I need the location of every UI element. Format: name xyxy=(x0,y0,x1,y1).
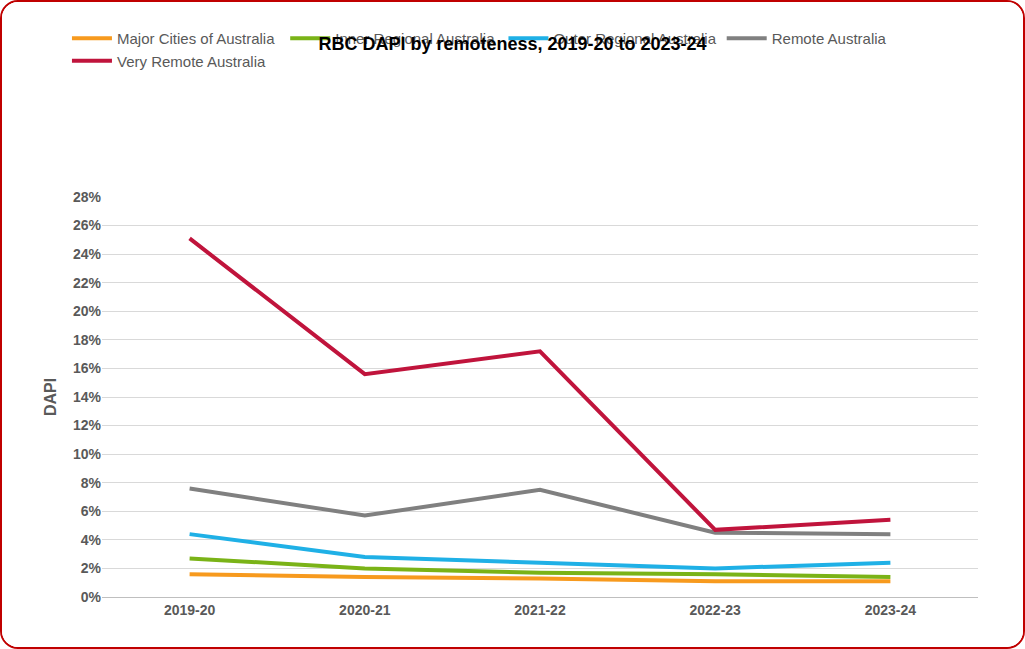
svg-text:16%: 16% xyxy=(73,360,102,376)
svg-text:DAPI: DAPI xyxy=(42,378,59,416)
svg-text:4%: 4% xyxy=(81,532,102,548)
svg-text:Inner Regional Australia: Inner Regional Australia xyxy=(335,30,495,47)
svg-text:6%: 6% xyxy=(81,503,102,519)
svg-text:RBC DAPI by remoteness, 2019-2: RBC DAPI by remoteness, 2019-20 to 2023-… xyxy=(318,34,706,54)
svg-text:2%: 2% xyxy=(81,560,102,576)
svg-text:12%: 12% xyxy=(73,417,102,433)
svg-text:2019-20: 2019-20 xyxy=(164,602,216,618)
svg-text:10%: 10% xyxy=(73,446,102,462)
svg-text:2021-22: 2021-22 xyxy=(514,602,566,618)
svg-text:2020-21: 2020-21 xyxy=(339,602,391,618)
svg-text:20%: 20% xyxy=(73,303,102,319)
svg-text:26%: 26% xyxy=(73,217,102,233)
svg-text:Remote Australia: Remote Australia xyxy=(772,30,887,47)
svg-text:8%: 8% xyxy=(81,475,102,491)
svg-text:2022-23: 2022-23 xyxy=(690,602,742,618)
svg-text:Outer Regional Australia: Outer Regional Australia xyxy=(553,30,716,47)
svg-text:24%: 24% xyxy=(73,246,102,262)
svg-text:14%: 14% xyxy=(73,389,102,405)
svg-text:22%: 22% xyxy=(73,275,102,291)
svg-text:2023-24: 2023-24 xyxy=(865,602,917,618)
svg-text:28%: 28% xyxy=(73,189,102,205)
svg-text:0%: 0% xyxy=(81,589,102,605)
svg-text:18%: 18% xyxy=(73,332,102,348)
svg-text:Major Cities of Australia: Major Cities of Australia xyxy=(117,30,275,47)
svg-text:Very Remote Australia: Very Remote Australia xyxy=(117,53,266,70)
